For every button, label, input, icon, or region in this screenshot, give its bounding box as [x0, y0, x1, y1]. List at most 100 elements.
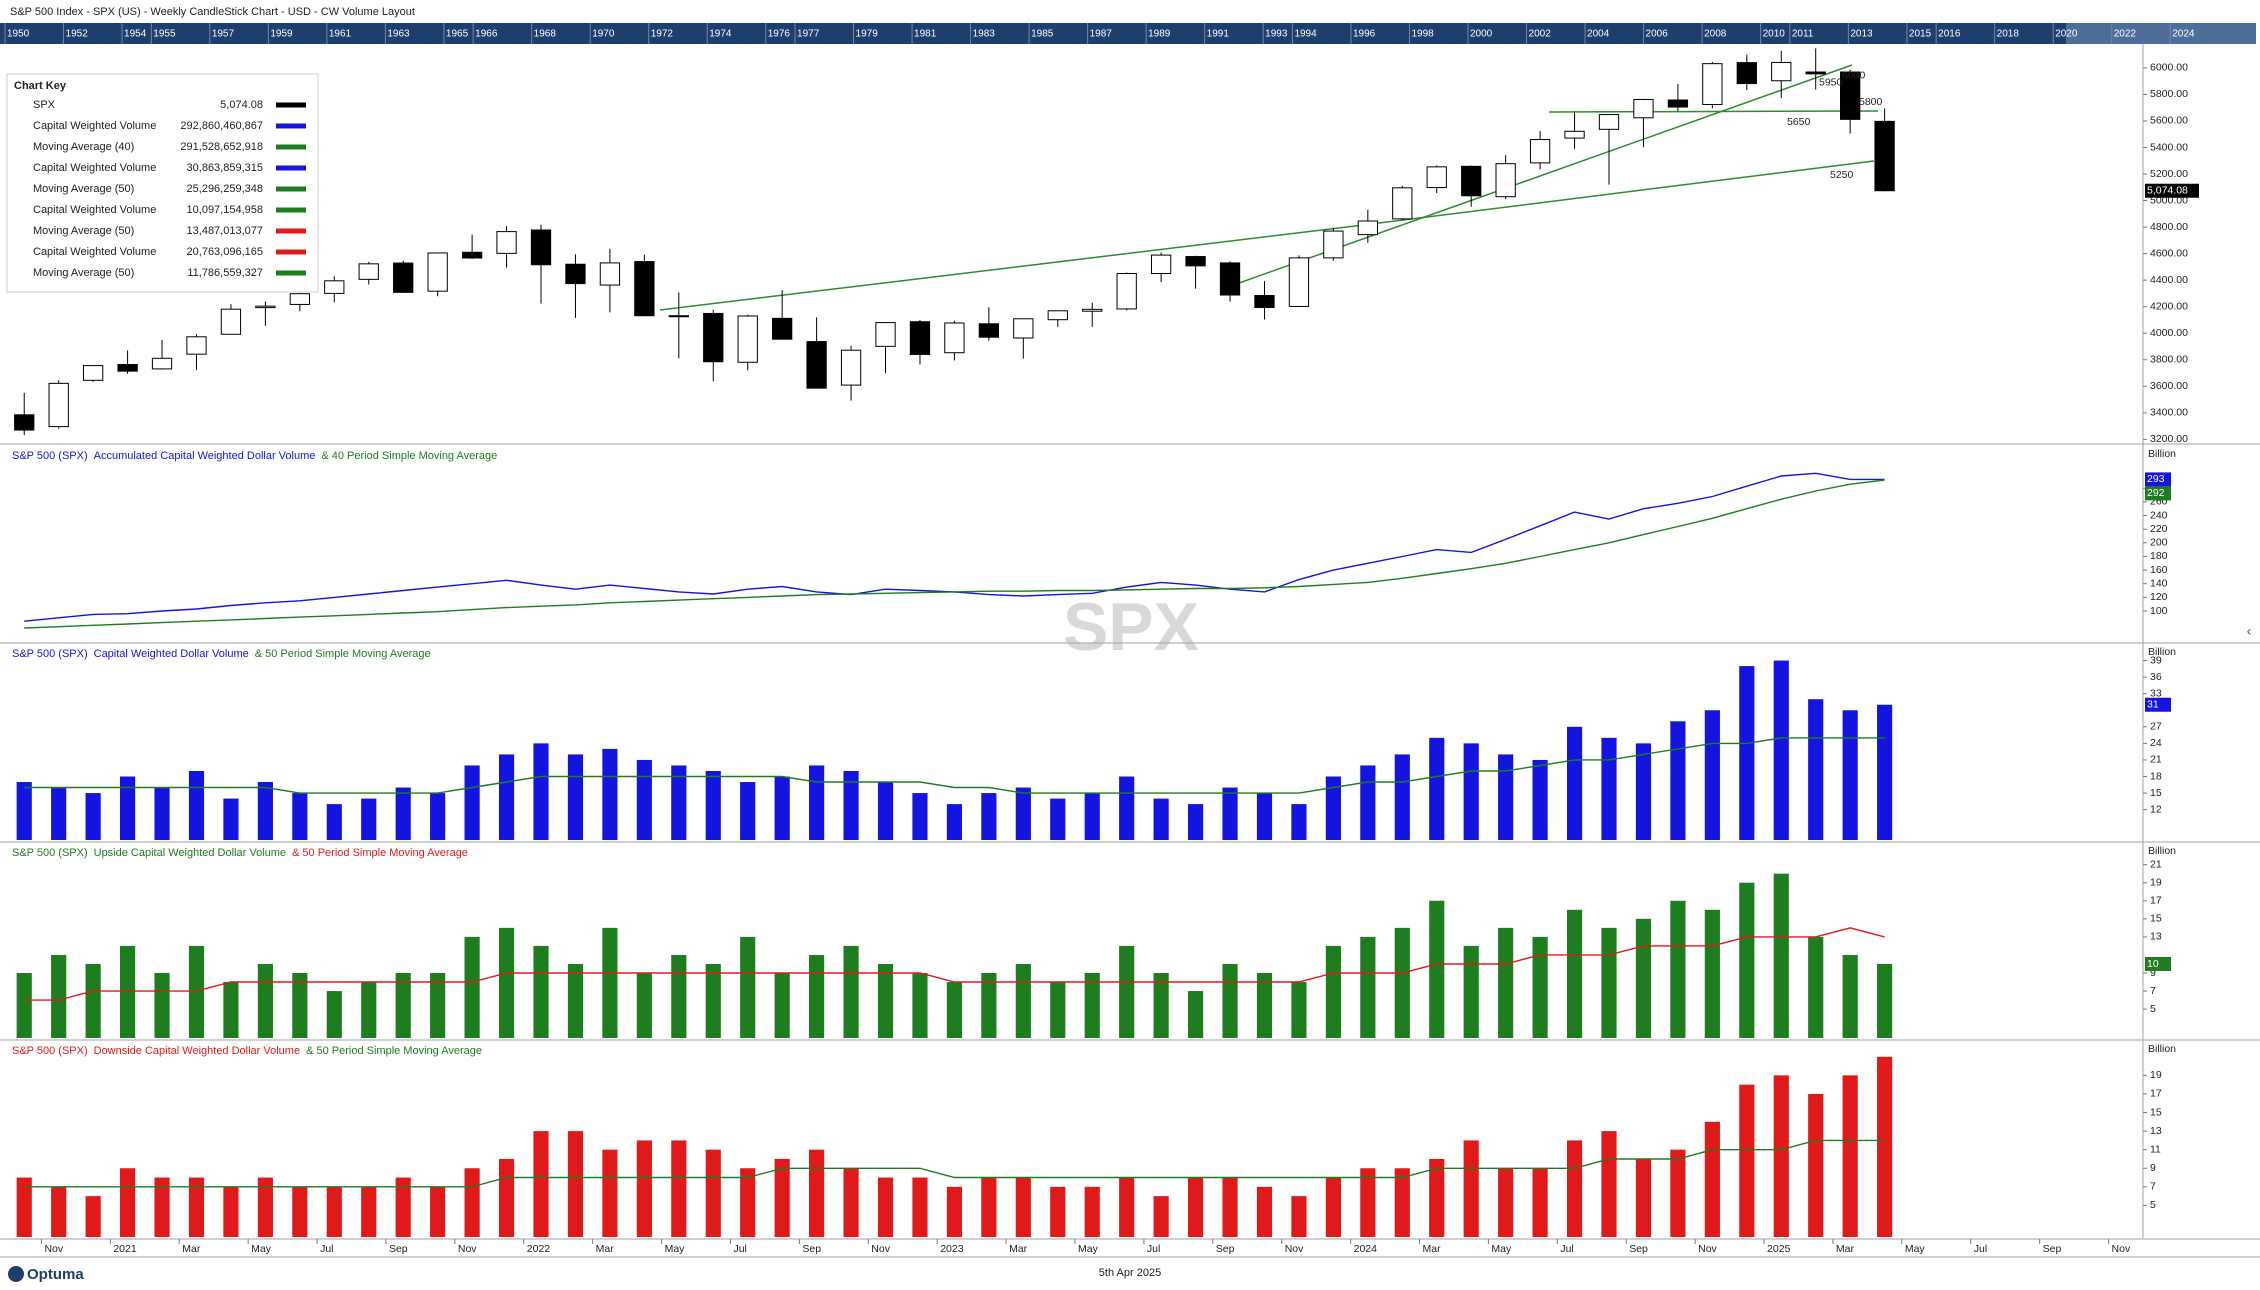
end-value-box: [2145, 486, 2171, 501]
bar: [361, 798, 377, 840]
candle-body: [1082, 308, 1103, 312]
bar: [671, 765, 687, 840]
x-tick-label: Sep: [1216, 1243, 1235, 1255]
candle-body: [1116, 273, 1137, 310]
x-tick-label: Jul: [1147, 1243, 1160, 1255]
bar: [1153, 798, 1169, 840]
navigator-year: 1950: [7, 29, 30, 40]
x-tick-label: Mar: [1836, 1243, 1855, 1255]
bar: [1566, 726, 1583, 840]
y-tick-label: 3400.00: [2150, 407, 2188, 419]
x-tick-label: Jul: [1560, 1243, 1573, 1255]
bar: [877, 963, 894, 1038]
y-tick-label: 36: [2150, 671, 2162, 683]
bar: [636, 759, 652, 840]
trendline: [1354, 160, 1875, 227]
x-tick-label: Nov: [458, 1243, 477, 1255]
candle-body: [1150, 254, 1172, 275]
bar: [1704, 710, 1720, 840]
line-series: [24, 1139, 1885, 1188]
x-tick-label: Mar: [1423, 1243, 1442, 1255]
bar: [1739, 666, 1755, 840]
x-tick-label: 2021: [113, 1243, 137, 1255]
navigator-window[interactable]: [2066, 23, 2256, 44]
candle-body: [634, 261, 655, 317]
bar: [1704, 909, 1720, 1038]
bar: [1808, 1093, 1824, 1237]
key-value: 10,097,154,958: [187, 204, 263, 216]
y-tick-label: 39: [2150, 654, 2162, 666]
candle-body: [289, 293, 310, 305]
key-name: Capital Weighted Volume: [33, 204, 156, 216]
bar: [946, 804, 962, 840]
candle-body: [1357, 220, 1378, 236]
collapse-toggle[interactable]: ‹: [2247, 623, 2252, 639]
chart-key-title: Chart Key: [14, 80, 67, 92]
candle-body: [909, 321, 931, 355]
bar: [1360, 1168, 1376, 1237]
y-tick-label: 19: [2150, 1069, 2162, 1081]
candle-body: [1495, 163, 1516, 198]
bar: [395, 1177, 411, 1237]
x-tick-label: Mar: [1009, 1243, 1028, 1255]
bar: [1050, 1186, 1066, 1237]
bar: [1566, 1140, 1583, 1237]
navigator-year: 1952: [66, 29, 89, 40]
bar: [1842, 710, 1858, 840]
navigator-year: 2018: [1997, 29, 2020, 40]
y-tick-label: 24: [2150, 737, 2162, 749]
bar: [1360, 765, 1376, 840]
candle-body: [1771, 61, 1792, 82]
candle-body: [703, 312, 724, 363]
candle-body: [496, 231, 517, 254]
bar: [292, 793, 308, 840]
panel-title: S&P 500 (SPX) Upside Capital Weighted Dol…: [12, 847, 468, 859]
bar: [430, 1186, 446, 1237]
navigator-bar[interactable]: [0, 23, 2256, 44]
bar: [602, 748, 618, 840]
candle-body: [1392, 187, 1413, 220]
candle-body: [461, 251, 483, 259]
footer-date: 5th Apr 2025: [1099, 1267, 1161, 1279]
y-tick-label: 140: [2150, 578, 2168, 590]
x-tick-label: Mar: [182, 1243, 201, 1255]
navigator-year: 2002: [1529, 29, 1552, 40]
bar: [1670, 721, 1686, 840]
panel-title-part: Downside Capital Weighted Dollar Volume: [94, 1045, 300, 1057]
navigator-year: 1968: [534, 29, 557, 40]
bar: [326, 991, 342, 1038]
bar: [946, 982, 962, 1038]
bar: [567, 963, 584, 1038]
bar: [774, 1158, 790, 1237]
y-tick-label: 27: [2150, 721, 2162, 733]
panel-title: S&P 500 (SPX) Downside Capital Weighted D…: [12, 1045, 482, 1057]
end-value-label: 5,074.08: [2147, 185, 2188, 197]
bar: [1256, 793, 1273, 840]
bar: [1532, 936, 1548, 1038]
bar: [1084, 973, 1100, 1038]
x-tick-label: 2022: [527, 1243, 551, 1255]
navigator-year: 1991: [1207, 29, 1230, 40]
key-value: 20,763,096,165: [187, 246, 263, 258]
panel-title-part: & 50 Period Simple Moving Average: [306, 1045, 482, 1057]
bar: [464, 765, 480, 840]
logo: Optuma: [27, 1266, 84, 1283]
candle-body: [1461, 165, 1482, 197]
bar: [1015, 963, 1031, 1038]
y-tick-label: 21: [2150, 858, 2162, 870]
bar: [16, 973, 32, 1038]
candle-body: [220, 308, 242, 335]
line-series: [24, 479, 1885, 629]
bar: [1842, 1075, 1858, 1237]
panel-title-part: Accumulated Capital Weighted Dollar Volu…: [94, 450, 316, 462]
candle-body: [1219, 262, 1241, 296]
candle-body: [737, 315, 758, 363]
key-swatch: [276, 123, 306, 129]
bar: [430, 973, 446, 1038]
bar: [1463, 1140, 1479, 1237]
end-value-label: 10: [2147, 958, 2159, 970]
navigator-year: 2022: [2114, 29, 2137, 40]
end-value-box: [2145, 956, 2171, 971]
y-tick-label: 200: [2150, 537, 2168, 549]
bar: [981, 973, 997, 1038]
